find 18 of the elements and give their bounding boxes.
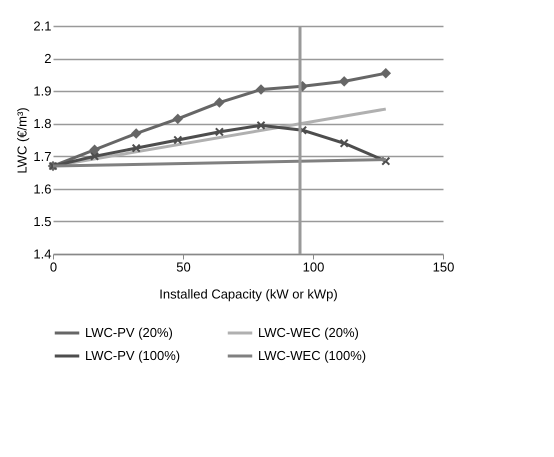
x-tick-label: 100 (302, 260, 324, 274)
legend-label: LWC-PV (100%) (85, 348, 180, 363)
legend-label: LWC-WEC (20%) (258, 325, 359, 340)
y-tick-label: 1.9 (33, 84, 52, 99)
y-tick-label: 1.6 (33, 181, 52, 196)
x-tick-label: 150 (432, 260, 454, 274)
y-tick-label: 1.7 (33, 148, 52, 164)
y-axis-title: LWC (€/m³) (14, 107, 30, 174)
y-tick-label: 1.5 (33, 214, 52, 229)
y-tick-label: 1.4 (33, 246, 52, 262)
legend-label: LWC-PV (20%) (85, 325, 173, 340)
y-tick-label: 2.1 (33, 18, 52, 34)
x-tick-label: 0 (50, 260, 58, 274)
x-axis-title: Installed Capacity (kW or kWp) (159, 286, 338, 302)
y-tick-label: 2 (44, 51, 52, 66)
y-tick-label: 1.8 (33, 116, 52, 132)
legend-label: LWC-WEC (100%) (258, 348, 366, 363)
x-tick-label: 50 (176, 260, 191, 274)
